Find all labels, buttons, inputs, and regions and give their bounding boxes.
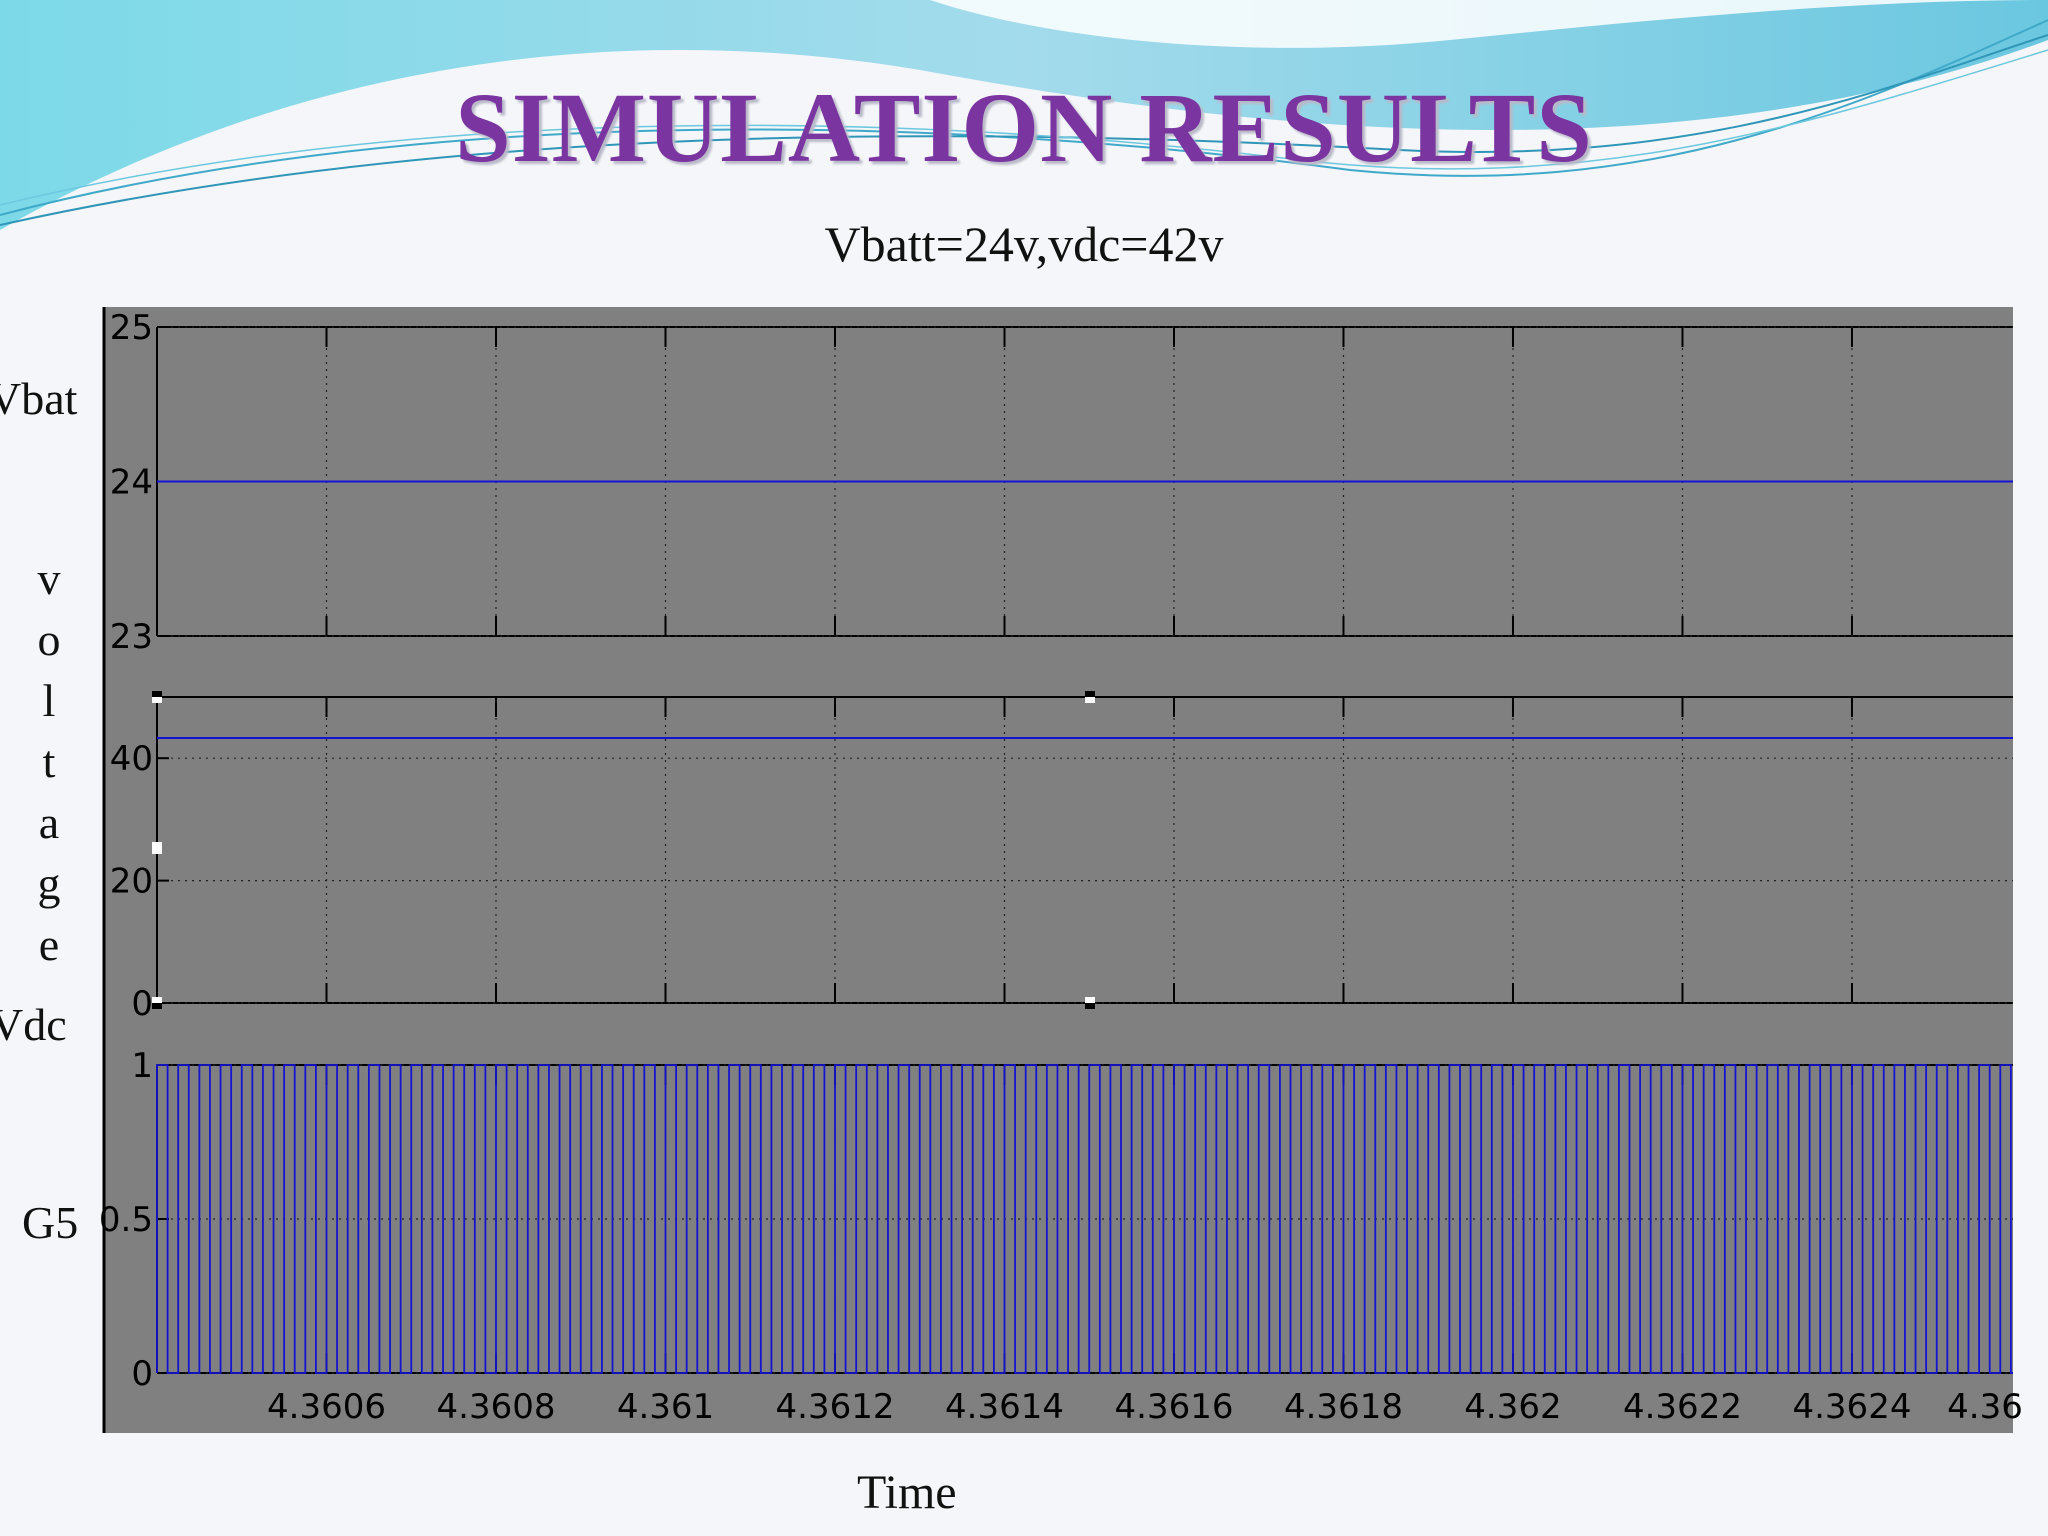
voltage-letter: g [37, 858, 61, 909]
voltage-letter: e [38, 919, 60, 970]
x-tick-label: 4.36 [1947, 1387, 2023, 1427]
voltage-letter: o [37, 614, 61, 665]
voltage-letter: a [38, 797, 60, 848]
selection-handle [1085, 1003, 1095, 1009]
y-tick-label: 1 [131, 1046, 153, 1086]
x-tick-label: 4.3618 [1284, 1387, 1403, 1427]
voltage-letter: t [42, 736, 56, 787]
selection-handle [152, 842, 162, 848]
voltage-letter: v [37, 553, 61, 604]
x-tick-label: 4.361 [617, 1387, 714, 1427]
g5-pulse-trace [156, 1064, 2013, 1374]
g5-label: G5 [22, 1197, 79, 1248]
y-tick-label: 25 [110, 308, 153, 348]
y-tick-label: 23 [110, 617, 153, 657]
y-tick-label: 40 [110, 739, 153, 779]
y-tick-label: 24 [110, 463, 153, 503]
x-tick-label: 4.3624 [1792, 1387, 1911, 1427]
x-tick-label: 4.3612 [776, 1387, 895, 1427]
banner-wave [0, 0, 2048, 230]
selection-handle [152, 848, 162, 854]
selection-handle [152, 697, 162, 703]
voltage-label: v o l t a g e [34, 548, 64, 975]
x-tick-label: 4.3616 [1115, 1387, 1234, 1427]
selection-handle [152, 1003, 162, 1009]
y-tick-label: 20 [110, 862, 153, 902]
x-axis-label: Time [857, 1466, 957, 1519]
y-tick-label: 0 [131, 984, 153, 1024]
slide-title: SIMULATION RESULTS [455, 72, 1593, 183]
y-tick-label: 0 [131, 1354, 153, 1394]
x-tick-label: 4.3606 [267, 1387, 386, 1427]
vbat-label: Vbat [0, 373, 78, 424]
selection-handle [152, 691, 162, 697]
x-tick-label: 4.362 [1464, 1387, 1561, 1427]
selection-handle [1085, 691, 1095, 697]
voltage-letter: l [42, 675, 56, 726]
selection-handle [152, 997, 162, 1003]
selection-handle [1085, 697, 1095, 703]
chart-subtitle: Vbatt=24v,vdc=42v [824, 216, 1224, 272]
vdc-label: Vdc [0, 999, 67, 1050]
y-tick-label: 0.5 [99, 1200, 153, 1240]
x-tick-label: 4.3608 [437, 1387, 556, 1427]
x-tick-label: 4.3622 [1623, 1387, 1742, 1427]
x-tick-label: 4.3614 [945, 1387, 1064, 1427]
selection-handle [1085, 997, 1095, 1003]
